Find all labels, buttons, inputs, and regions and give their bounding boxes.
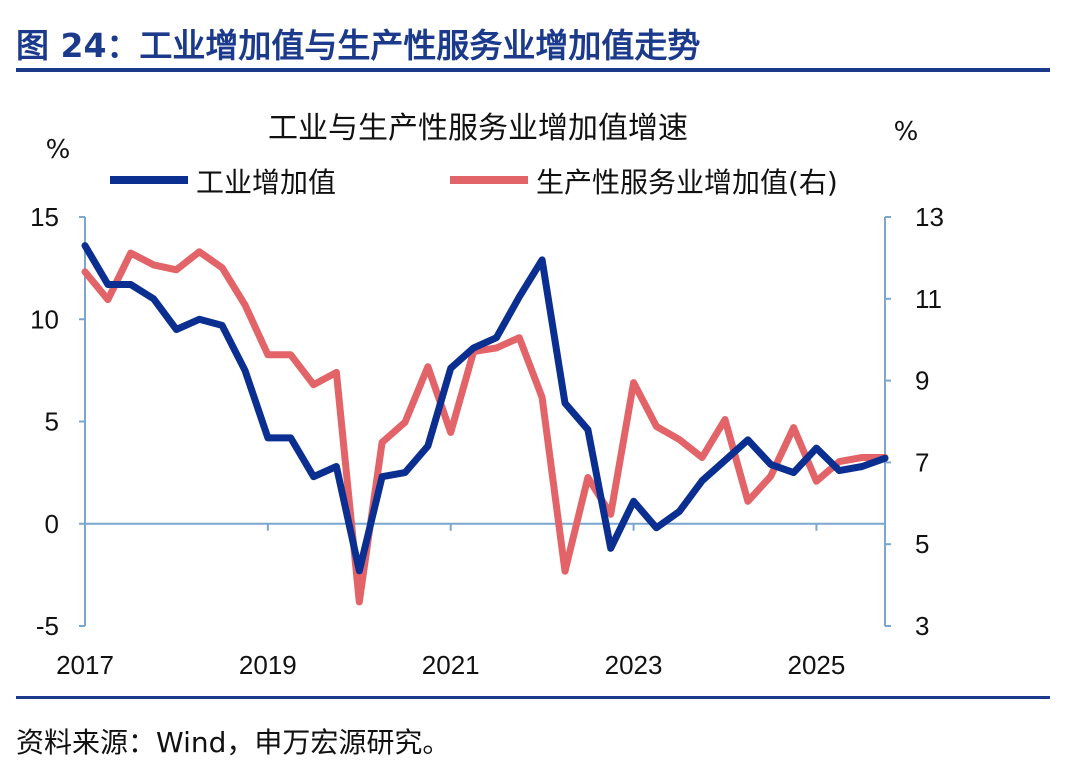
right-tick-label: 9	[915, 366, 929, 396]
legend-label-services: 生产性服务业增加值(右)	[536, 166, 838, 199]
right-tick-label: 7	[915, 447, 929, 477]
series-lines	[81, 242, 889, 606]
left-tick-label: 0	[45, 509, 59, 539]
source-note: 资料来源：Wind，申万宏源研究。	[16, 726, 450, 759]
x-tick-label: 2023	[605, 650, 663, 680]
right-tick-label: 13	[915, 202, 944, 232]
right-tick-label: 11	[915, 284, 942, 314]
x-tick-label: 2025	[788, 650, 846, 680]
figure-title: 图 24：工业增加值与生产性服务业增加值走势	[16, 26, 700, 65]
right-tick-label: 5	[915, 529, 929, 559]
right-tick-label: 3	[915, 611, 929, 641]
right-unit: %	[894, 117, 919, 147]
left-unit: %	[46, 135, 71, 165]
left-tick-label: -5	[36, 611, 59, 641]
series-line-services	[81, 248, 889, 606]
legend: 工业增加值 生产性服务业增加值(右)	[110, 166, 838, 199]
chart-title: 工业与生产性服务业增加值增速	[268, 111, 688, 146]
x-tick-label: 2017	[56, 650, 114, 680]
title-rule	[16, 68, 1050, 72]
legend-label-industry: 工业增加值	[196, 166, 336, 199]
bottom-rule	[16, 696, 1050, 699]
x-tick-label: 2021	[422, 650, 480, 680]
left-tick-label: 15	[30, 202, 59, 232]
axes: 15 10 5 0 -5 13 11 9 7 5 3 2017 2019 2021 2023 2025	[30, 202, 944, 680]
series-line-industry	[81, 242, 889, 575]
left-tick-label: 5	[45, 407, 59, 437]
left-tick-label: 10	[30, 304, 59, 334]
x-tick-label: 2019	[239, 650, 297, 680]
